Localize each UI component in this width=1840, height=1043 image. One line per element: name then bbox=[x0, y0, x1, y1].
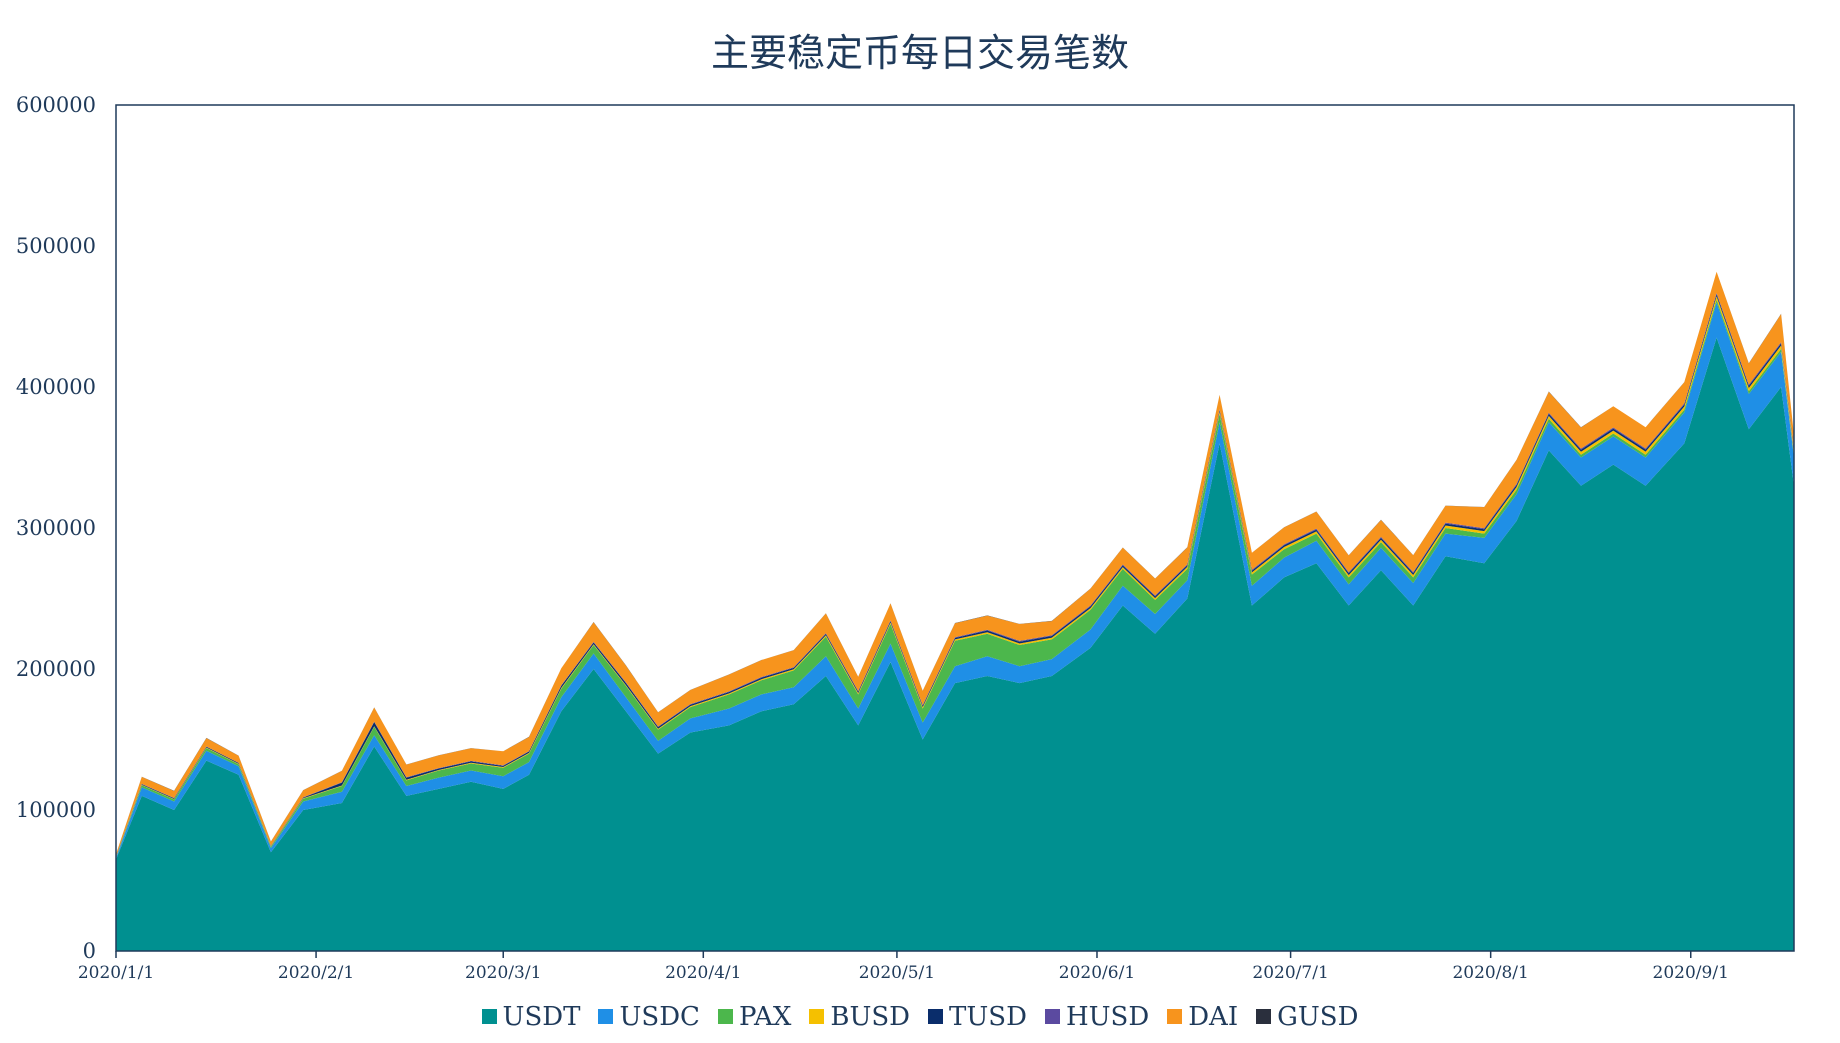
y-tick-label: 600000 bbox=[16, 93, 96, 117]
chart-title: 主要稳定币每日交易笔数 bbox=[710, 31, 1129, 75]
x-tick-label: 2020/5/1 bbox=[859, 963, 935, 983]
legend-label: TUSD bbox=[949, 1002, 1027, 1032]
x-tick-label: 2020/8/1 bbox=[1452, 963, 1528, 983]
legend-label: USDC bbox=[619, 1002, 700, 1032]
y-tick-label: 300000 bbox=[16, 516, 96, 540]
area-series-usdt bbox=[116, 337, 1794, 952]
legend-swatch bbox=[717, 1009, 733, 1024]
legend-swatch bbox=[481, 1009, 497, 1024]
y-tick-label: 0 bbox=[83, 939, 96, 963]
x-tick-label: 2020/9/1 bbox=[1653, 963, 1729, 983]
legend-label: DAI bbox=[1188, 1002, 1239, 1032]
legend-label: BUSD bbox=[830, 1002, 911, 1032]
legend: USDT USDC PAX BUSD TUSD HUSD DAI GUSD bbox=[0, 1002, 1840, 1032]
legend-item-husd: HUSD bbox=[1044, 1002, 1150, 1032]
legend-swatch bbox=[809, 1009, 825, 1024]
legend-item-busd: BUSD bbox=[809, 1002, 910, 1032]
y-tick-label: 200000 bbox=[16, 657, 96, 681]
legend-item-pax: PAX bbox=[717, 1002, 792, 1032]
x-tick-label: 2020/6/1 bbox=[1059, 963, 1135, 983]
plot-frame bbox=[115, 104, 1795, 952]
area-series-group bbox=[116, 271, 1794, 952]
legend-item-dai: DAI bbox=[1167, 1002, 1238, 1032]
x-axis: 2020/1/1 2020/2/1 2020/3/1 2020/4/1 2020/5/1… bbox=[78, 951, 1729, 983]
legend-swatch bbox=[1167, 1009, 1183, 1024]
x-tick-label: 2020/3/1 bbox=[465, 963, 541, 983]
legend-label: HUSD bbox=[1065, 1002, 1150, 1032]
legend-item-usdt: USDT bbox=[481, 1002, 581, 1032]
x-tick-label: 2020/7/1 bbox=[1252, 963, 1328, 983]
x-tick-label: 2020/4/1 bbox=[665, 963, 741, 983]
legend-label: USDT bbox=[502, 1002, 581, 1032]
x-tick-label: 2020/1/1 bbox=[78, 963, 154, 983]
y-tick-label: 400000 bbox=[16, 375, 96, 399]
legend-item-usdc: USDC bbox=[598, 1002, 700, 1032]
legend-label: PAX bbox=[738, 1002, 792, 1032]
x-tick-label: 2020/2/1 bbox=[278, 963, 354, 983]
y-tick-label: 500000 bbox=[16, 234, 96, 258]
stacked-area-chart: 0 100000 200000 300000 400000 500000 600000 20… bbox=[16, 93, 1795, 983]
legend-item-gusd: GUSD bbox=[1256, 1002, 1358, 1032]
legend-swatch bbox=[1256, 1009, 1272, 1024]
legend-item-tusd: TUSD bbox=[928, 1002, 1027, 1032]
y-tick-label: 100000 bbox=[16, 798, 96, 822]
legend-label: GUSD bbox=[1277, 1002, 1359, 1032]
y-axis: 0 100000 200000 300000 400000 500000 600000 bbox=[16, 93, 96, 963]
legend-swatch bbox=[1044, 1009, 1060, 1024]
legend-swatch bbox=[928, 1009, 944, 1024]
legend-swatch bbox=[598, 1009, 614, 1024]
